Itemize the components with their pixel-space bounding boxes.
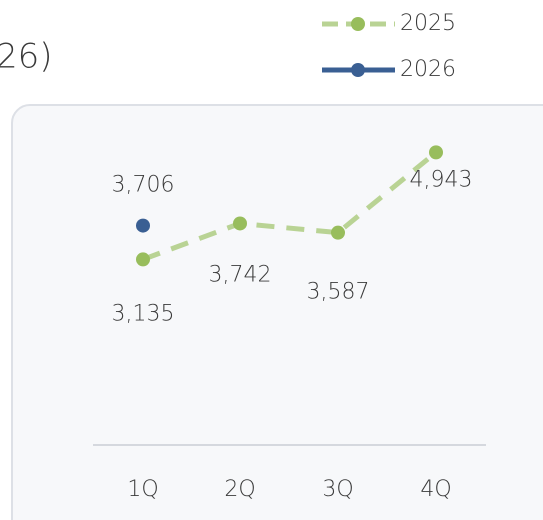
panel bbox=[11, 104, 543, 520]
data-point bbox=[331, 225, 345, 240]
x-tick-label: 2Q bbox=[224, 477, 255, 502]
legend-marker bbox=[351, 63, 365, 77]
legend-label: 2026 bbox=[400, 57, 456, 82]
data-point bbox=[429, 145, 443, 160]
x-tick-label: 1Q bbox=[127, 477, 158, 502]
series-line bbox=[142, 150, 438, 262]
x-tick-label: 3Q bbox=[322, 477, 353, 502]
legend-marker bbox=[351, 17, 365, 31]
chart-title: 26) bbox=[0, 37, 53, 77]
data-point bbox=[136, 252, 150, 267]
data-label: 4,943 bbox=[410, 167, 473, 192]
data-label: 3,135 bbox=[112, 301, 175, 326]
data-label: 3,587 bbox=[307, 280, 370, 305]
data-point bbox=[233, 216, 247, 231]
legend-label: 2025 bbox=[400, 11, 456, 36]
x-tick-label: 4Q bbox=[420, 477, 451, 502]
data-label: 3,742 bbox=[209, 262, 272, 287]
data-label: 3,706 bbox=[112, 173, 175, 198]
data-point bbox=[136, 218, 150, 233]
